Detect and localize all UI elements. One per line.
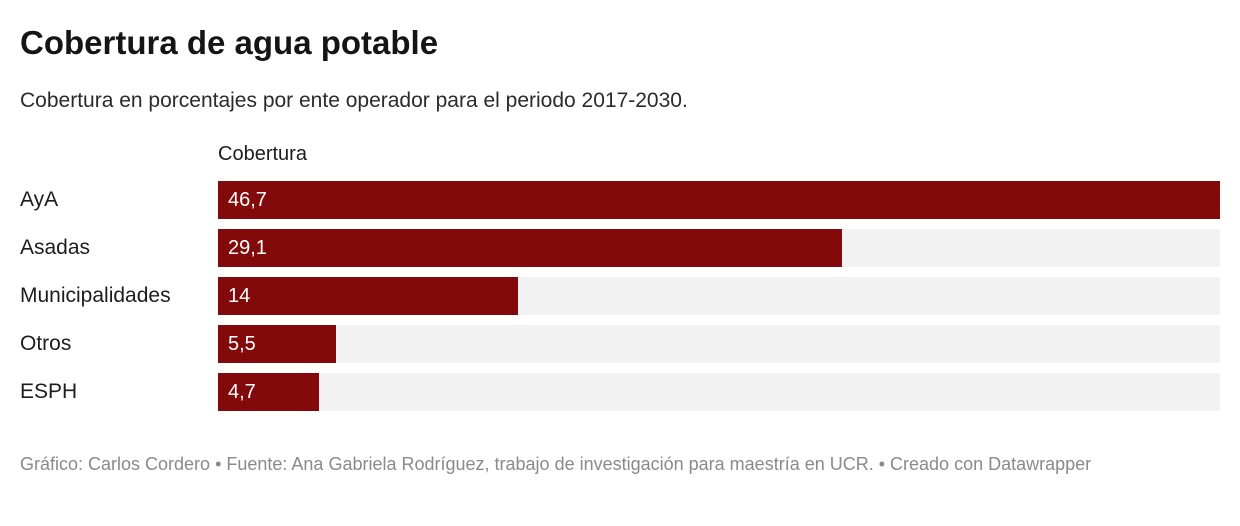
chart-row: Municipalidades 14 xyxy=(20,277,1220,315)
chart-subtitle: Cobertura en porcentajes por ente operad… xyxy=(20,89,688,112)
value-label: 14 xyxy=(228,285,251,307)
chart-credit: Gráfico: Carlos Cordero • Fuente: Ana Ga… xyxy=(20,454,1092,474)
category-label: Municipalidades xyxy=(20,284,171,307)
chart-row: Asadas 29,1 xyxy=(20,229,1220,267)
chart-row: AyA 46,7 xyxy=(20,181,1220,219)
category-label: Asadas xyxy=(20,236,91,259)
bar-track: 5,5 xyxy=(218,325,1220,363)
chart-row: ESPH 4,7 xyxy=(20,373,1220,411)
bar-chart: AyA 46,7 Asadas 29,1 Municipalidades 14 Otros 5… xyxy=(20,181,1220,411)
category-label: Otros xyxy=(20,332,72,355)
bar: 29,1 xyxy=(218,229,843,267)
bar-track: 29,1 xyxy=(218,229,1220,267)
value-label: 4,7 xyxy=(228,381,256,403)
bar: 4,7 xyxy=(218,373,319,411)
bar-track: 46,7 xyxy=(218,181,1220,219)
bar-track: 4,7 xyxy=(218,373,1220,411)
bar: 46,7 xyxy=(218,181,1220,219)
chart-title: Cobertura de agua potable xyxy=(20,24,439,61)
value-label: 5,5 xyxy=(228,333,256,355)
category-label: AyA xyxy=(20,188,59,211)
column-header: Cobertura xyxy=(218,143,307,165)
bar: 14 xyxy=(218,277,519,315)
chart-row: Otros 5,5 xyxy=(20,325,1220,363)
value-label: 29,1 xyxy=(228,237,267,259)
value-label: 46,7 xyxy=(228,189,267,211)
category-label: ESPH xyxy=(20,380,78,403)
bar-track: 14 xyxy=(218,277,1220,315)
bar: 5,5 xyxy=(218,325,336,363)
